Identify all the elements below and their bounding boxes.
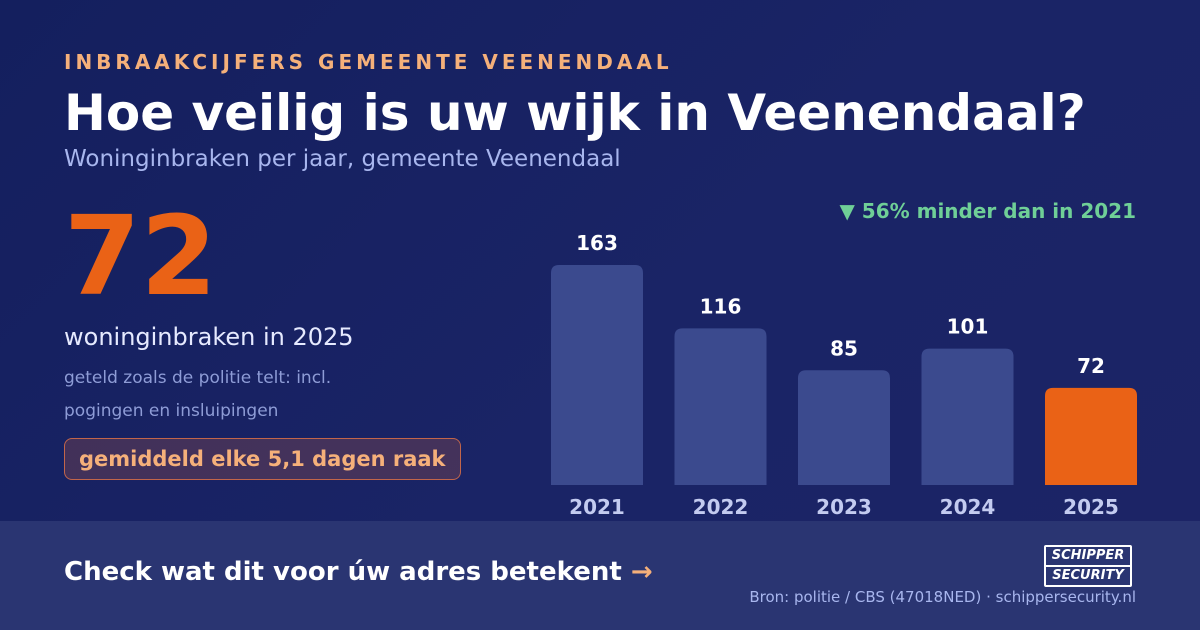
source-note: Bron: politie / CBS (47018NED) · schippe…	[749, 588, 1136, 606]
brand-logo-line2: SECURITY	[1052, 568, 1124, 583]
bar-2024	[921, 348, 1014, 485]
bar-2022	[674, 328, 767, 485]
brand-logo-line1: SCHIPPER	[1046, 547, 1130, 567]
value-label-2023: 85	[830, 336, 858, 360]
frequency-badge-label: gemiddeld elke 5,1 dagen raak	[79, 447, 446, 471]
arrow-right-icon: →	[630, 557, 653, 587]
tick-label-2025: 2025	[1063, 495, 1119, 519]
highlight-caption: woninginbraken in 2025	[64, 323, 354, 351]
bar-2025	[1045, 387, 1137, 485]
frequency-badge: gemiddeld elke 5,1 dagen raak	[64, 438, 461, 480]
value-label-2022: 116	[700, 294, 742, 318]
counting-note: geteld zoals de politie telt: incl. pogi…	[64, 368, 332, 421]
highlight-number: 72	[64, 192, 218, 320]
cta-label: Check wat dit voor úw adres betekent	[64, 557, 622, 587]
value-label-2024: 101	[947, 315, 989, 339]
page-subtitle: Woninginbraken per jaar, gemeente Veenen…	[64, 146, 621, 172]
brand-logo: SCHIPPER SECURITY	[1044, 545, 1132, 587]
tick-label-2021: 2021	[569, 495, 625, 519]
change-indicator: ▼ 56% minder dan in 2021	[839, 199, 1136, 223]
page-title: Hoe veilig is uw wijk in Veenendaal?	[64, 84, 1086, 142]
bar-2021	[551, 265, 643, 485]
value-label-2021: 163	[576, 231, 618, 255]
footer-bar: Check wat dit voor úw adres betekent → S…	[0, 521, 1200, 630]
bar-chart: 163 2021 116 2022 85 2023 101 2024 72 2025	[551, 231, 1137, 519]
tick-label-2024: 2024	[940, 495, 996, 519]
tick-label-2022: 2022	[693, 495, 749, 519]
tick-label-2023: 2023	[816, 495, 872, 519]
cta-link[interactable]: Check wat dit voor úw adres betekent →	[64, 557, 653, 587]
value-label-2025: 72	[1077, 354, 1105, 378]
bar-2023	[798, 370, 890, 485]
eyebrow-label: INBRAAKCIJFERS GEMEENTE VEENENDAAL	[64, 50, 673, 74]
